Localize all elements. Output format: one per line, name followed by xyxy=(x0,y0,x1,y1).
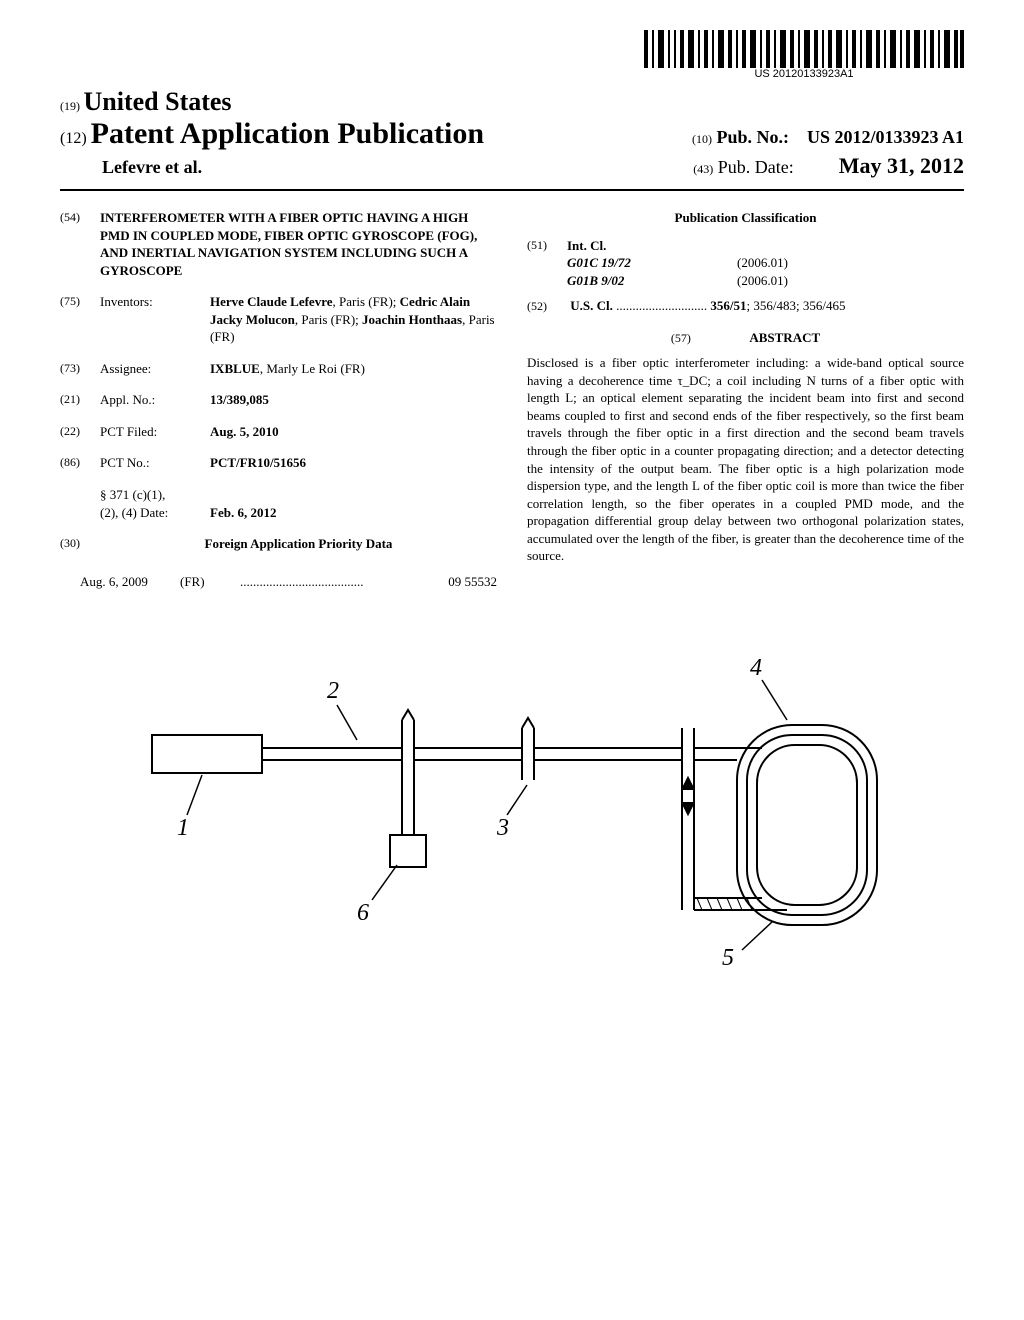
uscl-field: (52) U.S. Cl. ..........................… xyxy=(527,297,964,315)
fig-label-1: 1 xyxy=(177,815,189,841)
inventors-label: Inventors: xyxy=(100,293,210,346)
classification-heading: Publication Classification xyxy=(527,209,964,227)
country-code: (19) xyxy=(60,99,80,113)
fig-label-5: 5 xyxy=(722,945,734,971)
left-column: (54) INTERFEROMETER WITH A FIBER OPTIC H… xyxy=(60,209,497,590)
abstract-heading: (57) ABSTRACT xyxy=(527,329,964,347)
pub-no-code: (10) xyxy=(692,132,712,146)
pctno-label: PCT No.: xyxy=(100,454,210,472)
pctfiled-field: (22) PCT Filed: Aug. 5, 2010 xyxy=(60,423,497,441)
barcode-text: US 20120133923A1 xyxy=(644,68,964,80)
fig-label-2: 2 xyxy=(327,678,339,704)
uscl-dots: ............................ xyxy=(616,298,710,313)
intcl-label: Int. Cl. xyxy=(567,237,788,255)
intcl-code: (51) xyxy=(527,237,567,290)
intcl-line-1: G01B 9/02 (2006.01) xyxy=(567,272,788,290)
invention-title: INTERFEROMETER WITH A FIBER OPTIC HAVING… xyxy=(100,209,497,279)
barcode: US 20120133923A1 xyxy=(644,30,964,80)
pctno-value: PCT/FR10/51656 xyxy=(210,454,497,472)
barcode-area: US 20120133923A1 xyxy=(60,30,964,82)
applno-value: 13/389,085 xyxy=(210,391,497,409)
pctfiled-label: PCT Filed: xyxy=(100,423,210,441)
s371-value: Feb. 6, 2012 xyxy=(210,504,497,522)
assignee-label: Assignee: xyxy=(100,360,210,378)
priority-country: (FR) xyxy=(180,573,240,591)
title-code: (54) xyxy=(60,209,100,279)
pub-no-cell: (10) Pub. No.: US 2012/0133923 A1 xyxy=(692,127,964,148)
s371-spacer xyxy=(60,486,100,521)
intcl-code-1: G01B 9/02 xyxy=(567,272,667,290)
figure-svg: 1 2 3 4 5 6 xyxy=(122,640,902,990)
authors: Lefevre et al. xyxy=(60,157,202,178)
s371-label: § 371 (c)(1), (2), (4) Date: xyxy=(100,486,210,521)
abstract-label: ABSTRACT xyxy=(749,330,820,345)
pub-type: Patent Application Publication xyxy=(91,117,484,150)
pub-date-cell: (43) Pub. Date: May 31, 2012 xyxy=(693,153,964,179)
pub-no: US 2012/0133923 A1 xyxy=(807,127,964,147)
title-field: (54) INTERFEROMETER WITH A FIBER OPTIC H… xyxy=(60,209,497,279)
applno-label: Appl. No.: xyxy=(100,391,210,409)
priority-num: 09 55532 xyxy=(440,573,497,591)
pctfiled-value: Aug. 5, 2010 xyxy=(210,423,497,441)
intcl-line-0: G01C 19/72 (2006.01) xyxy=(567,254,788,272)
priority-heading-row: (30) Foreign Application Priority Data xyxy=(60,535,497,563)
country-name: United States xyxy=(84,87,232,116)
pctno-code: (86) xyxy=(60,454,100,472)
fig-label-3: 3 xyxy=(496,815,509,841)
authors-row: Lefevre et al. (43) Pub. Date: May 31, 2… xyxy=(60,153,964,179)
pctfiled-code: (22) xyxy=(60,423,100,441)
priority-heading: Foreign Application Priority Data xyxy=(100,535,497,553)
priority-row: Aug. 6, 2009 (FR) ......................… xyxy=(60,573,497,591)
fig-label-6: 6 xyxy=(357,900,369,926)
uscl-first: 356/51 xyxy=(710,298,746,313)
inventors-value: Herve Claude Lefevre, Paris (FR); Cedric… xyxy=(210,293,497,346)
title-row: (12) Patent Application Publication (10)… xyxy=(60,117,964,151)
priority-date: Aug. 6, 2009 xyxy=(80,573,180,591)
s371-field: § 371 (c)(1), (2), (4) Date: Feb. 6, 201… xyxy=(60,486,497,521)
intcl-year-1: (2006.01) xyxy=(737,272,788,290)
uscl-label: U.S. Cl. xyxy=(570,298,613,313)
pub-type-cell: (12) Patent Application Publication xyxy=(60,117,484,151)
right-column: Publication Classification (51) Int. Cl.… xyxy=(527,209,964,590)
intcl-code-0: G01C 19/72 xyxy=(567,254,667,272)
uscl-rest: ; 356/483; 356/465 xyxy=(747,298,846,313)
pctno-field: (86) PCT No.: PCT/FR10/51656 xyxy=(60,454,497,472)
abstract-text: Disclosed is a fiber optic interferomete… xyxy=(527,354,964,565)
pub-no-label: Pub. No.: xyxy=(716,127,789,147)
assignee-field: (73) Assignee: IXBLUE, Marly Le Roi (FR) xyxy=(60,360,497,378)
header: (19) United States (12) Patent Applicati… xyxy=(60,87,964,179)
divider xyxy=(60,189,964,191)
uscl-code: (52) xyxy=(527,298,567,314)
inventors-code: (75) xyxy=(60,293,100,346)
pub-type-code: (12) xyxy=(60,130,87,147)
intcl-field: (51) Int. Cl. G01C 19/72 (2006.01) G01B … xyxy=(527,237,964,290)
figure: 1 2 3 4 5 6 xyxy=(60,640,964,995)
pub-date-label: Pub. Date: xyxy=(718,157,794,177)
pub-date: May 31, 2012 xyxy=(839,153,964,178)
pub-date-code: (43) xyxy=(693,162,713,176)
abstract-code: (57) xyxy=(671,331,691,345)
assignee-value: IXBLUE, Marly Le Roi (FR) xyxy=(210,360,497,378)
applno-code: (21) xyxy=(60,391,100,409)
priority-dots: ...................................... xyxy=(240,573,440,591)
body-columns: (54) INTERFEROMETER WITH A FIBER OPTIC H… xyxy=(60,209,964,590)
applno-field: (21) Appl. No.: 13/389,085 xyxy=(60,391,497,409)
country-line: (19) United States xyxy=(60,87,964,117)
priority-code: (30) xyxy=(60,535,100,563)
fig-label-4: 4 xyxy=(750,655,762,681)
assignee-code: (73) xyxy=(60,360,100,378)
inventors-field: (75) Inventors: Herve Claude Lefevre, Pa… xyxy=(60,293,497,346)
intcl-year-0: (2006.01) xyxy=(737,254,788,272)
intcl-body: Int. Cl. G01C 19/72 (2006.01) G01B 9/02 … xyxy=(567,237,788,290)
